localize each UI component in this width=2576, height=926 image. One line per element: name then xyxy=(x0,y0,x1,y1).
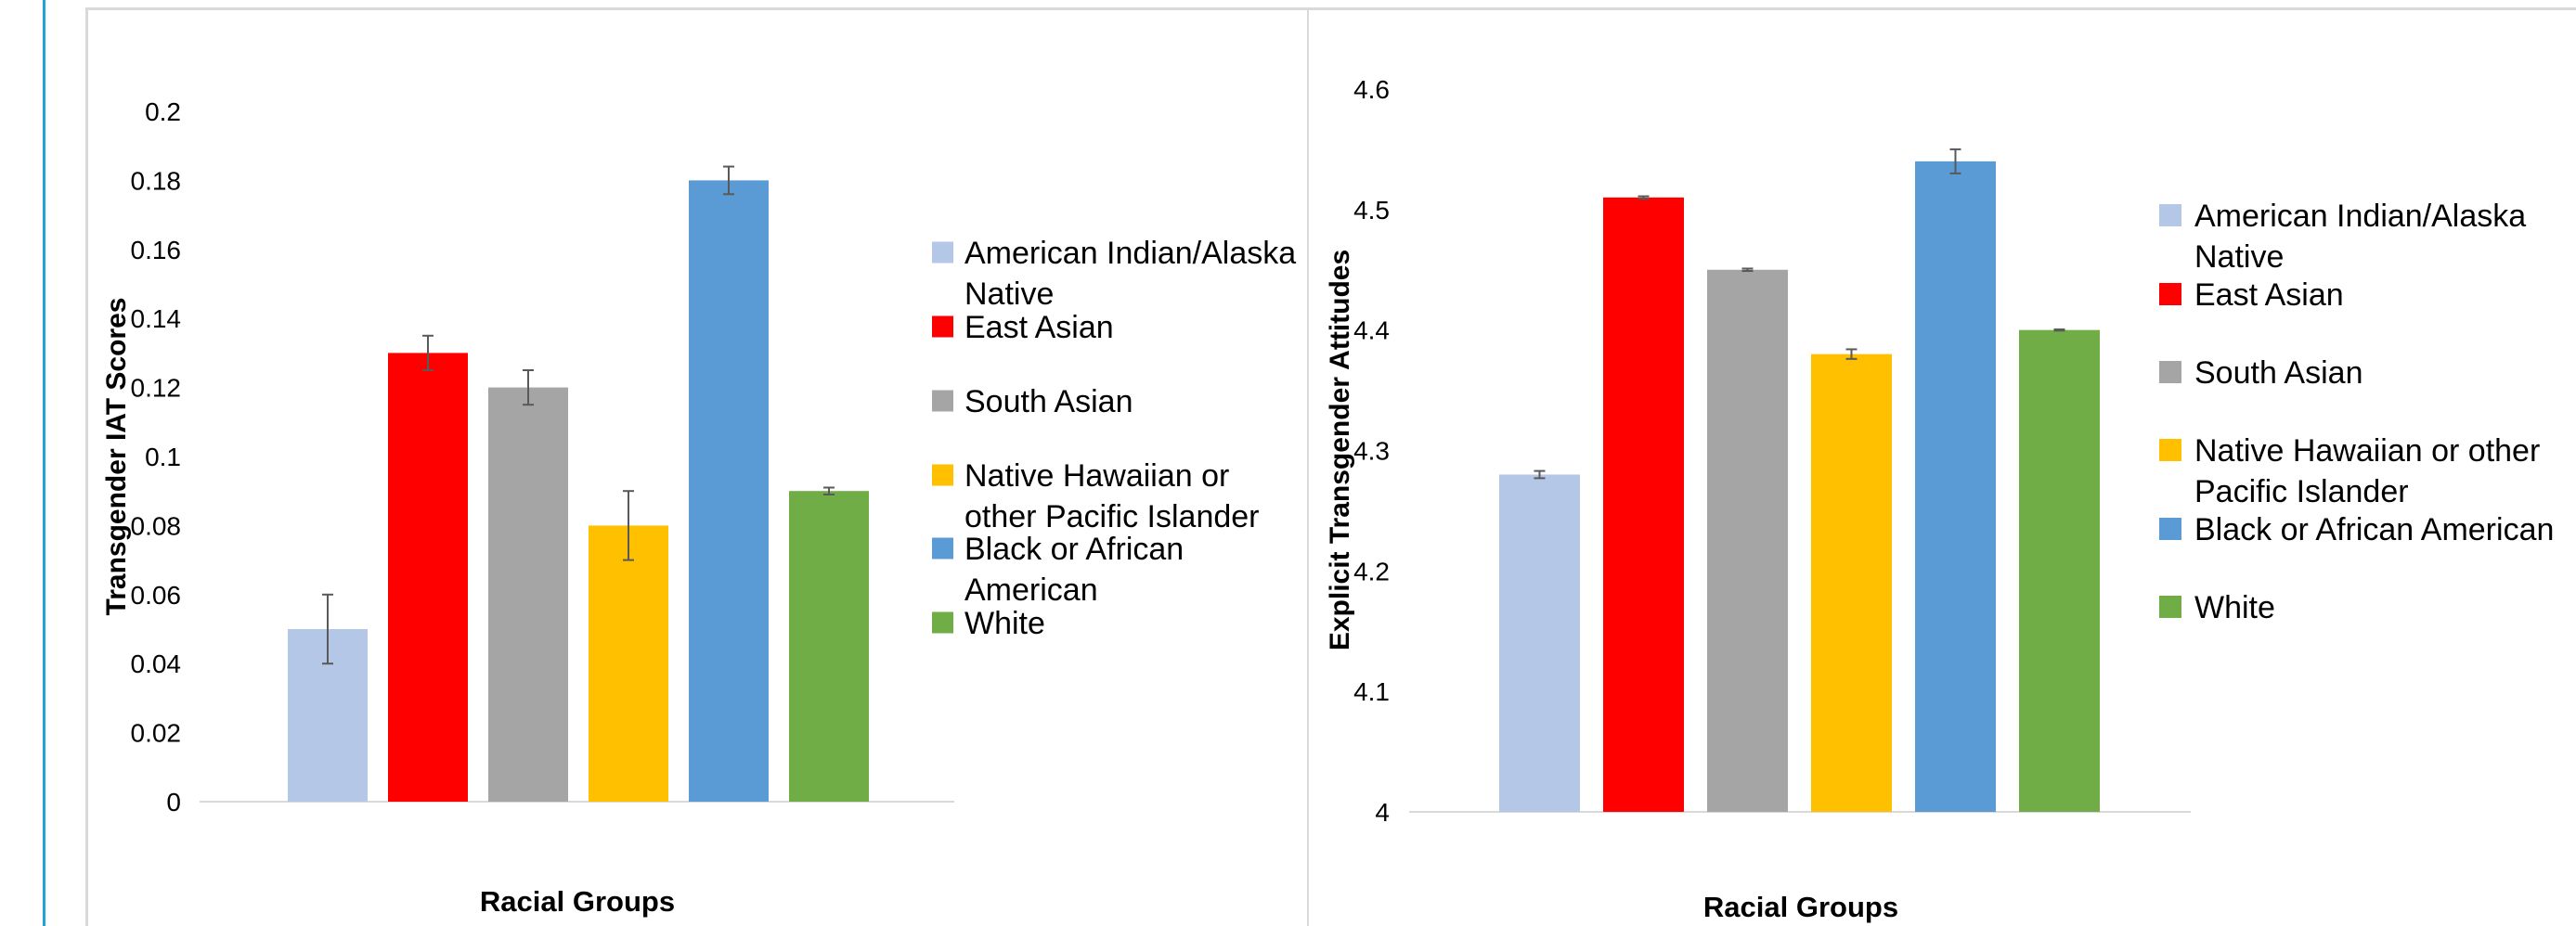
chart2-legend-label: South Asian xyxy=(2194,355,2362,391)
chart1-y-tick-label: 0.14 xyxy=(131,304,182,333)
chart2-y-tick-label: 4 xyxy=(1375,798,1390,827)
chart1-legend-label: Native Hawaiian or other Pacific Islander xyxy=(964,458,1260,534)
chart1-bar xyxy=(689,180,769,802)
chart2-bar xyxy=(2019,329,2100,813)
chart1-bar xyxy=(589,525,668,802)
chart1-y-axis-label: Transgender IAT Scores xyxy=(101,298,132,616)
chart2-bar xyxy=(1915,161,1996,812)
chart1-y-tick-label: 0.18 xyxy=(131,166,182,195)
chart1-y-tick-label: 0.12 xyxy=(131,374,182,403)
chart1-legend-label: South Asian xyxy=(964,384,1133,419)
chart1-legend-label: Black or African American xyxy=(964,532,1184,608)
chart2-bar xyxy=(1811,354,1892,812)
chart2-legend-swatch xyxy=(2159,596,2181,618)
chart2-legend-swatch xyxy=(2159,361,2181,383)
chart2-y-tick-label: 4.5 xyxy=(1353,196,1390,225)
chart1-y-tick-label: 0.1 xyxy=(145,443,181,471)
chart2-y-tick-label: 4.1 xyxy=(1353,677,1390,706)
chart2-legend-swatch xyxy=(2159,204,2181,226)
chart2-legend-swatch xyxy=(2159,283,2181,305)
chart1-legend-label: American Indian/Alaska Native xyxy=(964,236,1296,312)
chart1-bar xyxy=(488,387,568,802)
chart-frame xyxy=(85,7,2576,926)
chart1-legend-label: East Asian xyxy=(964,310,1114,345)
chart1-y-tick-label: 0.08 xyxy=(131,511,182,540)
chart1-y-tick-label: 0.2 xyxy=(145,97,181,126)
chart2-legend-label: Native Hawaiian or other Pacific Islander xyxy=(2194,433,2540,509)
chart2-bar xyxy=(1603,197,1684,813)
chart1-legend-swatch xyxy=(932,537,953,559)
chart1-legend-swatch xyxy=(932,390,953,412)
chart1-legend-swatch xyxy=(932,464,953,486)
chart2-legend-label: American Indian/Alaska Native xyxy=(2194,199,2526,275)
chart1-y-tick-label: 0.06 xyxy=(131,581,182,610)
chart2-y-tick-label: 4.3 xyxy=(1353,437,1390,466)
chart1-y-tick-label: 0.04 xyxy=(131,649,182,678)
chart1-x-axis-label: Racial Groups xyxy=(480,885,675,918)
chart2-y-tick-label: 4.6 xyxy=(1353,75,1390,104)
chart2-x-axis-label: Racial Groups xyxy=(1703,891,1898,923)
chart2-legend-swatch xyxy=(2159,518,2181,540)
chart1-legend-swatch xyxy=(932,241,953,264)
chart1-legend-swatch xyxy=(932,611,953,634)
chart2-y-axis-label: Explicit Transgender Attitudes xyxy=(1325,250,1355,650)
chart2-bar xyxy=(1707,269,1788,812)
chart2-legend-label: East Asian xyxy=(2194,277,2344,313)
chart1-y-tick-label: 0 xyxy=(166,788,181,817)
chart1-y-tick-label: 0.02 xyxy=(131,719,182,748)
chart2-y-tick-label: 4.2 xyxy=(1353,557,1390,585)
chart2-legend-swatch xyxy=(2159,439,2181,461)
chart1-bar xyxy=(789,491,869,802)
chart2-bar xyxy=(1499,474,1580,812)
accent-line xyxy=(43,0,45,926)
chart1-legend-swatch xyxy=(932,315,953,338)
chart1-bar xyxy=(388,353,468,802)
chart2-legend-label: Black or African American xyxy=(2194,512,2554,547)
chart1-legend-label: White xyxy=(964,606,1045,641)
panel-divider xyxy=(1307,7,1309,926)
chart2-y-tick-label: 4.4 xyxy=(1353,316,1390,345)
chart2-legend-label: White xyxy=(2194,590,2275,625)
chart1-y-tick-label: 0.16 xyxy=(131,236,182,264)
